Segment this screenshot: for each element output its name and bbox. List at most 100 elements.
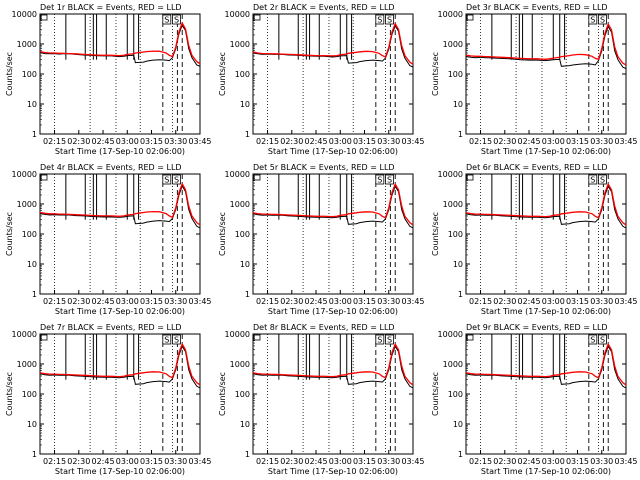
x-tick-label: 03:45: [401, 137, 424, 146]
y-tick-label: 100: [448, 390, 463, 399]
events-series-line: [465, 25, 627, 70]
chart-title: Det 5r BLACK = Events, RED = LLD: [253, 163, 395, 172]
y-tick-label: 10000: [438, 330, 463, 339]
lld-series-line: [465, 182, 627, 226]
y-tick-label: 10: [27, 260, 37, 269]
event-marker-box: [385, 334, 394, 345]
x-tick-label: 03:45: [614, 457, 637, 466]
event-marker-label: S: [164, 176, 169, 185]
event-marker-label: S: [387, 176, 392, 185]
x-tick-label: 03:30: [164, 137, 187, 146]
chart-title: Det 2r BLACK = Events, RED = LLD: [253, 3, 395, 12]
event-marker-label: S: [590, 336, 595, 345]
events-series-line: [252, 185, 414, 229]
y-tick-label: 1: [458, 290, 463, 299]
x-tick-label: 03:15: [140, 297, 163, 306]
lld-series-line: [39, 182, 201, 226]
event-marker-box: [385, 174, 394, 185]
x-tick-label: 02:45: [91, 457, 114, 466]
x-tick-label: 03:15: [140, 137, 163, 146]
x-tick-label: 03:30: [164, 297, 187, 306]
x-tick-label: 02:45: [517, 457, 540, 466]
y-tick-label: 1: [32, 290, 37, 299]
event-marker-box: [172, 14, 181, 25]
x-tick-label: 02:30: [493, 297, 516, 306]
event-marker-label: S: [600, 16, 605, 25]
x-tick-label: 02:45: [304, 297, 327, 306]
y-tick-label: 1: [458, 130, 463, 139]
chart-title: Det 1r BLACK = Events, RED = LLD: [40, 3, 182, 12]
event-marker-label: S: [387, 336, 392, 345]
x-tick-label: 02:45: [91, 137, 114, 146]
events-series-line: [465, 185, 627, 229]
detector-chart: Det 6r BLACK = Events, RED = LLD 1 10 100 10…: [431, 163, 638, 316]
x-tick-label: 03:15: [353, 457, 376, 466]
event-marker-box: [598, 174, 607, 185]
x-tick-label: 02:30: [67, 297, 90, 306]
x-tick-label: 02:30: [67, 137, 90, 146]
x-tick-label: 03:45: [188, 137, 211, 146]
lld-series-line: [465, 342, 627, 386]
x-tick-label: 03:00: [542, 457, 565, 466]
event-marker-box: [162, 174, 172, 185]
x-tick-label: 02:30: [280, 137, 303, 146]
chart-title: Det 9r BLACK = Events, RED = LLD: [466, 323, 608, 332]
x-tick-label: 03:45: [188, 457, 211, 466]
x-tick-label: 03:30: [377, 297, 400, 306]
y-tick-label: 10: [453, 100, 463, 109]
detector-chart: Det 1r BLACK = Events, RED = LLD 1 10 100 10…: [5, 3, 212, 156]
y-tick-label: 1000: [17, 40, 37, 49]
event-marker-label: S: [590, 176, 595, 185]
y-tick-label: 10000: [12, 10, 37, 19]
detector-panel: Det 9r BLACK = Events, RED = LLD 1 10 100 10…: [426, 320, 639, 480]
event-marker-label: S: [377, 16, 382, 25]
corner-marker: [253, 174, 261, 181]
x-tick-label: 02:45: [517, 297, 540, 306]
detector-chart: Det 5r BLACK = Events, RED = LLD 1 10 100 10…: [218, 163, 425, 316]
y-tick-label: 10000: [438, 10, 463, 19]
x-tick-label: 03:00: [329, 137, 352, 146]
event-marker-label: S: [174, 176, 179, 185]
y-axis-label: Counts/sec: [431, 52, 440, 96]
event-marker-label: S: [590, 16, 595, 25]
x-tick-label: 02:15: [469, 457, 492, 466]
corner-marker: [466, 14, 474, 21]
x-tick-label: 03:30: [377, 457, 400, 466]
x-tick-label: 03:15: [566, 457, 589, 466]
y-tick-label: 10: [453, 260, 463, 269]
x-tick-label: 03:15: [353, 297, 376, 306]
events-series-line: [39, 184, 201, 229]
event-marker-label: S: [174, 336, 179, 345]
y-axis-label: Counts/sec: [5, 372, 14, 416]
event-marker-label: S: [377, 176, 382, 185]
y-tick-label: 1000: [230, 200, 250, 209]
detector-chart: Det 8r BLACK = Events, RED = LLD 1 10 100 10…: [218, 323, 425, 476]
detector-chart: Det 7r BLACK = Events, RED = LLD 1 10 100 10…: [5, 323, 212, 476]
event-marker-box: [375, 174, 385, 185]
event-marker-box: [598, 14, 607, 25]
y-axis-label: Counts/sec: [5, 52, 14, 96]
events-series-line: [39, 345, 201, 389]
corner-marker: [466, 174, 474, 181]
chart-title: Det 8r BLACK = Events, RED = LLD: [253, 323, 395, 332]
event-marker-box: [172, 174, 181, 185]
detector-panel: Det 4r BLACK = Events, RED = LLD 1 10 100 10…: [0, 160, 213, 320]
x-axis-label: Start Time (17-Sep-10 02:06:00): [481, 307, 611, 316]
y-axis-label: Counts/sec: [5, 212, 14, 256]
lld-series-line: [252, 182, 414, 226]
x-tick-label: 03:00: [329, 457, 352, 466]
corner-marker: [466, 334, 474, 341]
y-tick-label: 10: [240, 420, 250, 429]
event-marker-label: S: [174, 16, 179, 25]
y-tick-label: 1000: [17, 200, 37, 209]
corner-marker: [253, 14, 261, 21]
event-marker-box: [172, 334, 181, 345]
x-tick-label: 03:45: [188, 297, 211, 306]
y-axis-label: Counts/sec: [218, 212, 227, 256]
x-tick-label: 02:30: [493, 137, 516, 146]
y-tick-label: 10: [240, 260, 250, 269]
event-marker-label: S: [164, 16, 169, 25]
x-axis-label: Start Time (17-Sep-10 02:06:00): [55, 467, 185, 476]
y-tick-label: 1: [245, 290, 250, 299]
